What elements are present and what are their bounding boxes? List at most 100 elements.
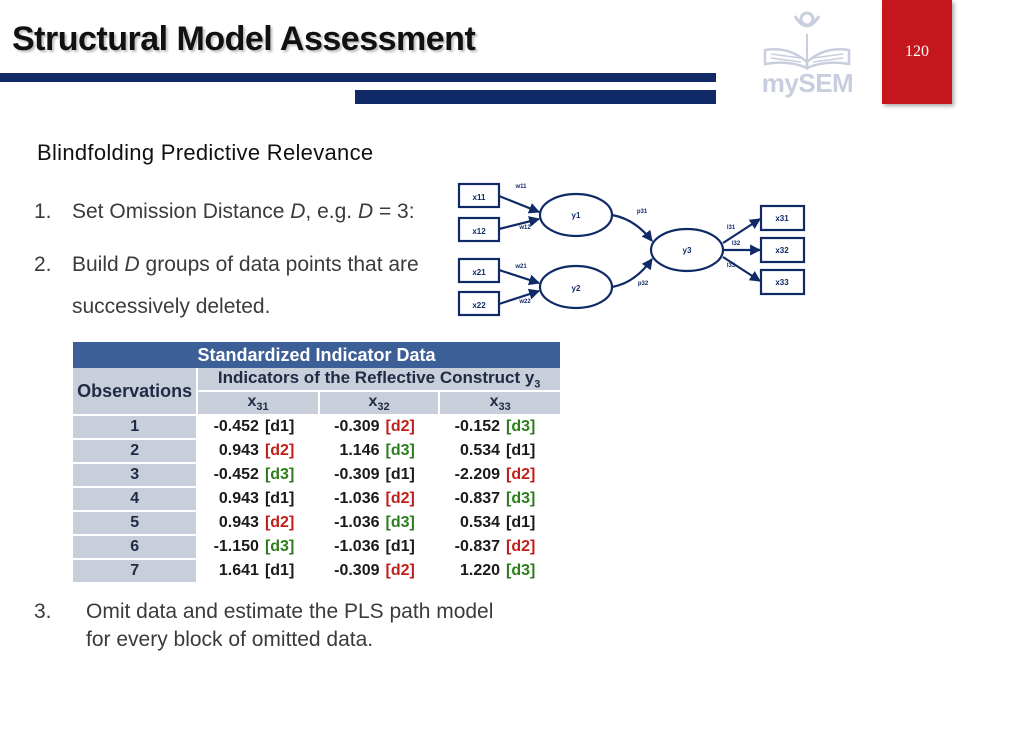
loading-arrow-l33 (722, 256, 761, 282)
diagram-label: p32 (638, 281, 649, 287)
group-cell: [d1] (264, 486, 319, 512)
value-cell: -0.309 (318, 558, 386, 583)
diagram-label: x12 (472, 227, 486, 236)
step-text: Build (72, 253, 125, 276)
diagram-label: x21 (472, 268, 486, 277)
diagram-label: y3 (683, 246, 692, 255)
weight-arrow-w11 (498, 194, 541, 214)
obs-cell: 6 (73, 534, 199, 560)
step-variable: D (357, 200, 374, 223)
step-number: 2. (34, 253, 52, 276)
table-row: 6 -1.150 [d3] -1.036 [d1] -0.837 [d2] (73, 534, 560, 560)
value-cell: -0.837 (439, 486, 507, 512)
diagram-label: l33 (727, 263, 736, 269)
weight-arrow-w22 (498, 288, 541, 306)
group-cell: [d3] (506, 558, 560, 583)
obs-header: Observations (73, 368, 199, 416)
value-cell: -1.036 (318, 486, 386, 512)
step-text: for every block of omitted data. (86, 628, 374, 651)
table-row: 5 0.943 [d2] -1.036 [d3] 0.534 [d1] (73, 510, 560, 536)
group-cell: [d2] (385, 414, 440, 440)
group-header: Indicators of the Reflective Construct y… (197, 368, 560, 392)
page-number: 120 (882, 0, 952, 104)
value-cell: 0.943 (197, 486, 265, 512)
diagram-label: y1 (572, 211, 581, 220)
value-cell: -0.837 (439, 534, 507, 560)
diagram-label: w21 (514, 264, 527, 270)
value-cell: -1.036 (318, 510, 386, 536)
value-cell: -0.152 (439, 414, 507, 440)
indicator-box-x33 (759, 268, 806, 296)
diagram-label: x22 (472, 301, 486, 310)
value-cell: 1.146 (318, 438, 386, 464)
weight-arrow-w12 (498, 216, 541, 231)
value-cell: 0.943 (197, 510, 265, 536)
group-cell: [d1] (264, 414, 319, 440)
group-cell: [d1] (385, 462, 440, 488)
step-text: Set Omission Distance (72, 200, 291, 223)
diagram-label: x31 (775, 214, 789, 223)
value-cell: -1.150 (197, 534, 265, 560)
table-row: 2 0.943 [d2] 1.146 [d3] 0.534 [d1] (73, 438, 560, 464)
group-cell: [d1] (506, 510, 560, 536)
book-icon (763, 11, 851, 70)
obs-cell: 7 (73, 558, 199, 583)
column-header-x31: x31 (197, 390, 320, 416)
group-cell: [d2] (385, 558, 440, 583)
diagram-label: y2 (572, 284, 581, 293)
step-text: = 3: (373, 200, 415, 223)
step-text: successively deleted. (72, 295, 271, 318)
obs-cell: 2 (73, 438, 199, 464)
indicator-box-x31 (759, 204, 806, 232)
diagram-label: l31 (727, 225, 736, 231)
path-model-diagram: x11 x12 x21 x22 w11 w12 w21 w22 y1 y2 y3… (457, 182, 806, 317)
group-cell: [d3] (385, 510, 440, 536)
section-subtitle: Blindfolding Predictive Relevance (37, 140, 374, 165)
value-cell: 0.534 (439, 438, 507, 464)
loading-arrow-l31 (722, 218, 761, 244)
table-row: 7 1.641 [d1] -0.309 [d2] 1.220 [d3] (73, 558, 560, 583)
group-cell: [d2] (264, 510, 319, 536)
step-number: 1. (34, 200, 52, 223)
value-cell: -1.036 (318, 534, 386, 560)
diagram-label: w22 (518, 299, 531, 305)
value-cell: -0.452 (197, 414, 265, 440)
diagram-label: x32 (775, 246, 789, 255)
obs-cell: 3 (73, 462, 199, 488)
value-cell: -2.209 (439, 462, 507, 488)
step-variable: D (124, 253, 140, 276)
group-cell: [d2] (264, 438, 319, 464)
path-arrow-p31 (611, 213, 653, 242)
obs-cell: 1 (73, 414, 199, 440)
group-cell: [d2] (506, 462, 560, 488)
path-arrow-p32 (611, 258, 653, 289)
table-row: 4 0.943 [d1] -1.036 [d2] -0.837 [d3] (73, 486, 560, 512)
value-cell: -0.452 (197, 462, 265, 488)
diagram-label: p31 (637, 209, 648, 215)
diagram-label: x11 (473, 193, 486, 202)
mysem-logo: mySEM (755, 10, 860, 102)
value-cell: 1.641 (197, 558, 265, 583)
diagram-label: x33 (775, 278, 789, 287)
table-row: 1 -0.452 [d1] -0.309 [d2] -0.152 [d3] (73, 414, 560, 440)
group-cell: [d3] (385, 438, 440, 464)
step-variable: D (290, 200, 306, 223)
step-text: , e.g. (305, 200, 358, 223)
group-cell: [d1] (506, 438, 560, 464)
diagram-label: w12 (518, 225, 531, 231)
group-cell: [d3] (264, 462, 319, 488)
step-number: 3. (34, 600, 52, 623)
diagram-label: l32 (732, 241, 741, 247)
header-rule-top (0, 73, 716, 82)
step-text: Omit data and estimate the PLS path mode… (86, 600, 494, 623)
group-cell: [d3] (506, 414, 560, 440)
group-cell: [d2] (506, 534, 560, 560)
obs-cell: 4 (73, 486, 199, 512)
weight-arrow-w21 (498, 268, 541, 286)
table-body: 1 -0.452 [d1] -0.309 [d2] -0.152 [d3] 2 … (73, 414, 560, 583)
slide-title: Structural Model Assessment (12, 20, 476, 58)
step-text: groups of data points that are (139, 253, 419, 276)
indicator-box-x11 (457, 182, 501, 209)
group-cell: [d1] (385, 534, 440, 560)
table-title: Standardized Indicator Data (73, 342, 560, 368)
